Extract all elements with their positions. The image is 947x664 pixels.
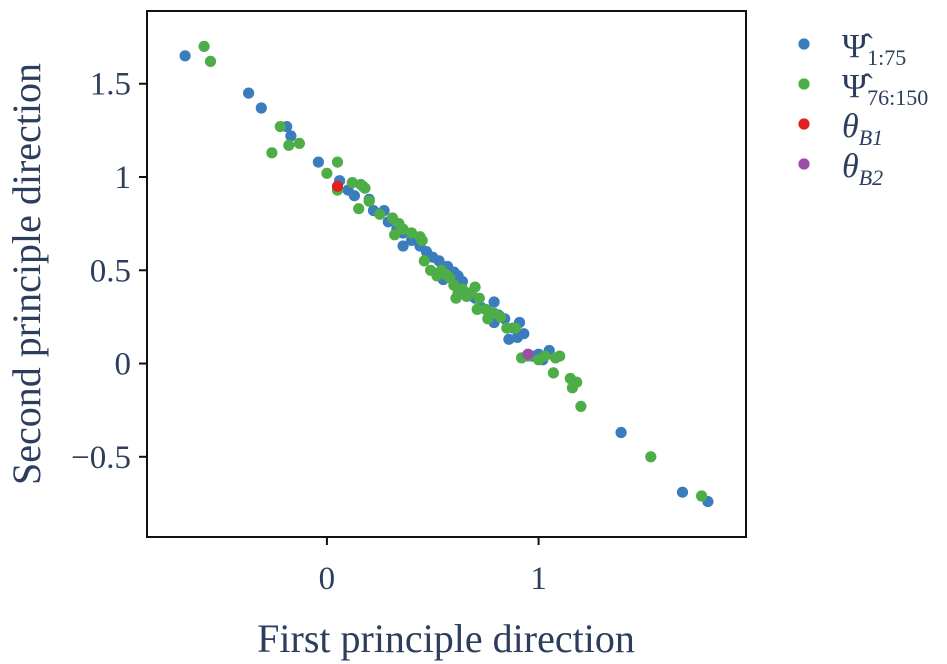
- data-point: [645, 451, 657, 463]
- data-point: [406, 227, 418, 239]
- data-point: [488, 296, 500, 308]
- data-point: [255, 102, 267, 114]
- data-point: [571, 376, 583, 388]
- data-point: [346, 177, 358, 189]
- data-point: [522, 348, 534, 360]
- data-point: [243, 87, 255, 99]
- data-point: [418, 255, 430, 267]
- data-point: [348, 190, 360, 202]
- data-point: [494, 311, 507, 323]
- legend-label: θB1: [842, 108, 883, 150]
- legend-marker: [798, 118, 810, 130]
- x-tick-label: 1: [530, 561, 547, 597]
- data-point: [471, 303, 483, 315]
- data-point: [696, 490, 708, 502]
- data-point: [575, 400, 587, 412]
- y-tick-label: 1.5: [90, 67, 131, 103]
- y-tick-label: 0: [115, 347, 132, 383]
- data-point: [539, 350, 551, 362]
- y-tick-label: −0.5: [71, 440, 131, 476]
- data-point: [321, 167, 333, 179]
- legend-marker: [798, 38, 810, 50]
- data-point: [331, 180, 344, 192]
- data-point: [480, 303, 492, 315]
- x-axis-label: First principle direction: [257, 616, 635, 661]
- series-3-points: [331, 180, 344, 192]
- legend-item: Ψ̂1:75: [798, 28, 906, 70]
- plot-frame: [146, 10, 747, 538]
- data-point: [285, 130, 297, 142]
- legend-item: Ψ̂76:150: [798, 68, 928, 110]
- legend-item: θB2: [798, 148, 883, 190]
- data-points: [179, 40, 714, 508]
- data-point: [433, 255, 445, 267]
- data-point: [547, 367, 560, 379]
- data-point: [359, 182, 371, 194]
- data-point: [503, 333, 515, 345]
- y-tick-label: 0.5: [90, 253, 131, 289]
- series-2-points: [198, 40, 708, 502]
- data-point: [389, 229, 401, 241]
- data-point: [501, 322, 513, 334]
- data-point: [312, 156, 324, 168]
- data-point: [397, 223, 409, 235]
- data-point: [469, 281, 481, 293]
- data-point: [198, 40, 210, 53]
- data-point: [331, 156, 344, 168]
- data-point: [353, 203, 365, 215]
- data-point: [179, 50, 191, 62]
- data-point: [274, 121, 286, 133]
- data-point: [416, 234, 428, 246]
- data-point: [204, 55, 217, 67]
- x-tick-label: 0: [319, 561, 336, 597]
- data-point: [283, 139, 295, 151]
- legend-marker: [798, 158, 810, 170]
- data-point: [615, 426, 627, 439]
- data-point: [397, 240, 409, 252]
- legend-label: Ψ̂76:150: [842, 68, 928, 110]
- data-point: [554, 350, 566, 362]
- data-point: [293, 137, 305, 149]
- legend-marker: [798, 78, 810, 90]
- legend-item: θB1: [798, 108, 883, 150]
- data-point: [374, 208, 386, 220]
- y-tick-label: 1: [115, 160, 132, 196]
- y-axis-label: Second principle direction: [4, 63, 49, 485]
- data-point: [363, 195, 375, 207]
- legend-label: θB2: [842, 148, 883, 190]
- data-point: [266, 147, 278, 159]
- data-point: [509, 322, 521, 334]
- data-point: [518, 328, 530, 340]
- data-point: [676, 486, 689, 498]
- data-point: [473, 292, 485, 304]
- series-4-points: [522, 348, 534, 360]
- y-axis-ticks: 1.5 1 0.5 0 −0.5: [71, 67, 147, 476]
- legend-label: Ψ̂1:75: [842, 28, 906, 70]
